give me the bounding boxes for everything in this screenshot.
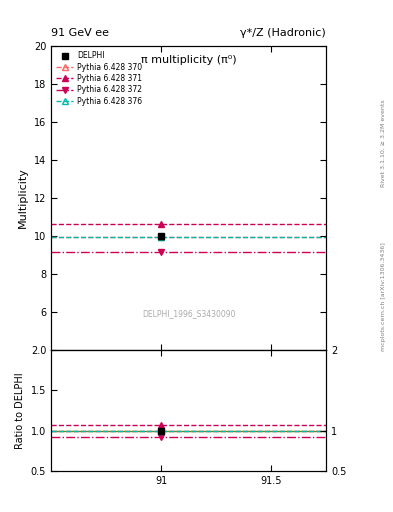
- Legend: DELPHI, Pythia 6.428 370, Pythia 6.428 371, Pythia 6.428 372, Pythia 6.428 376: DELPHI, Pythia 6.428 370, Pythia 6.428 3…: [53, 48, 145, 109]
- Text: Rivet 3.1.10, ≥ 3.2M events: Rivet 3.1.10, ≥ 3.2M events: [381, 99, 386, 187]
- Text: π multiplicity (π⁰): π multiplicity (π⁰): [141, 55, 237, 65]
- Text: mcplots.cern.ch [arXiv:1306.3436]: mcplots.cern.ch [arXiv:1306.3436]: [381, 243, 386, 351]
- Text: 91 GeV ee: 91 GeV ee: [51, 28, 109, 38]
- Y-axis label: Multiplicity: Multiplicity: [18, 167, 28, 228]
- Y-axis label: Ratio to DELPHI: Ratio to DELPHI: [15, 372, 25, 449]
- Text: DELPHI_1996_S3430090: DELPHI_1996_S3430090: [142, 309, 235, 318]
- Text: γ*/Z (Hadronic): γ*/Z (Hadronic): [241, 28, 326, 38]
